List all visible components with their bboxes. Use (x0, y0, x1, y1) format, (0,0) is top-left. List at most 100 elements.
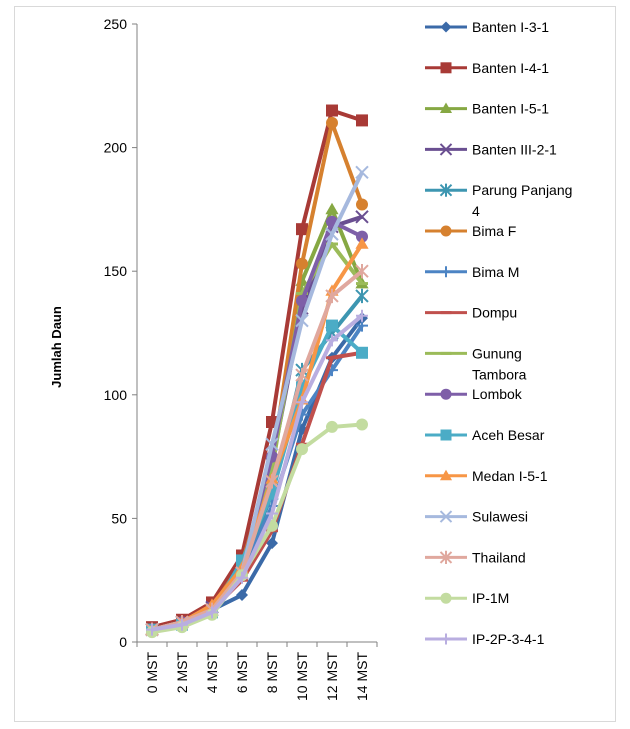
data-point (355, 210, 369, 224)
series-layer (145, 104, 369, 639)
legend-label: Banten III-2-1 (472, 141, 557, 157)
data-point (146, 623, 158, 636)
x-tick-label: 6 MST (234, 652, 250, 694)
legend-item: IP-2P-3-4-1 (425, 631, 545, 647)
series-0 (146, 312, 368, 636)
legend-marker (440, 225, 452, 237)
legend-item: Banten I-5-1 (425, 101, 549, 117)
legend-label: Medan I-5-1 (472, 468, 548, 484)
legend-item: Parung Panjang 4 (425, 182, 572, 219)
data-point (325, 202, 339, 215)
x-tick-label: 10 MST (294, 652, 310, 701)
legend-item: Banten I-4-1 (425, 60, 549, 76)
legend-marker (439, 183, 453, 197)
x-tick-label: 8 MST (264, 652, 280, 694)
data-point (355, 237, 369, 249)
legend-label: Parung Panjang 4 (472, 182, 572, 219)
legend-marker (440, 21, 452, 33)
data-point (295, 367, 309, 383)
data-point (326, 104, 338, 117)
series-6 (146, 319, 368, 636)
data-point (266, 507, 278, 520)
legend-item: Banten I-3-1 (425, 19, 549, 35)
legend-item: Medan I-5-1 (425, 468, 548, 484)
y-tick-label: 100 (104, 387, 128, 403)
legend-label: Dompu (472, 305, 517, 321)
series-line (151, 269, 364, 632)
y-tick-label: 150 (104, 263, 128, 279)
data-point (296, 396, 308, 409)
line-chart: 0 50 100 150 200 250 0 MST 2 MST 4 MST 6 MST 8 MS… (49, 16, 572, 701)
data-point (236, 589, 248, 602)
x-tick-label: 14 MST (354, 652, 370, 701)
data-point (296, 294, 308, 307)
data-point (296, 443, 308, 456)
data-point (265, 474, 279, 489)
legend-label: Banten I-5-1 (472, 101, 549, 117)
legend-marker (439, 469, 453, 481)
legend-marker (440, 633, 452, 645)
legend-item: Dompu (425, 305, 517, 321)
data-point (206, 606, 218, 619)
legend-marker (439, 550, 453, 564)
legend-item: Banten III-2-1 (425, 141, 557, 157)
y-tick-label: 50 (111, 510, 127, 526)
data-point (266, 537, 278, 550)
legend-label: Thailand (472, 549, 526, 565)
data-point (325, 288, 339, 304)
legend-item: Bima F (425, 223, 516, 239)
legend-label: Banten I-4-1 (472, 60, 549, 76)
x-axis: 0 MST 2 MST 4 MST 6 MST 8 MST 10 MST 12 MST 14 … (136, 641, 378, 701)
legend-label: Lombok (472, 386, 523, 402)
series-line (151, 171, 364, 632)
data-point (355, 165, 369, 180)
legend-item: Lombok (425, 386, 523, 402)
legend-item: IP-1M (425, 590, 509, 606)
legend-label: Aceh Besar (472, 427, 545, 443)
series-11 (145, 237, 369, 635)
legend-item: Sulawesi (425, 509, 528, 525)
data-point (265, 437, 279, 451)
legend-marker (440, 62, 452, 74)
legend-item: Aceh Besar (425, 427, 545, 443)
chart-frame: 0 50 100 150 200 250 0 MST 2 MST 4 MST 6 MST 8 MS… (14, 6, 616, 722)
legend-marker (440, 592, 452, 604)
y-axis: 0 50 100 150 200 250 (104, 16, 138, 650)
data-point (176, 618, 188, 631)
y-tick-label: 200 (104, 140, 128, 156)
data-point (325, 227, 339, 241)
legend-item: Gunung Tambora (425, 345, 527, 382)
data-point (326, 319, 338, 332)
series-line (151, 324, 364, 632)
data-point (326, 420, 338, 433)
series-line (151, 314, 364, 632)
x-tick-label: 4 MST (204, 652, 220, 694)
legend-marker (439, 143, 453, 156)
legend-label: IP-2P-3-4-1 (472, 631, 545, 647)
x-tick-label: 0 MST (144, 652, 160, 694)
legend-item: Thailand (425, 549, 526, 565)
data-point (355, 288, 369, 304)
data-point (355, 264, 369, 279)
data-point (356, 418, 368, 431)
data-point (356, 230, 368, 243)
data-point (356, 346, 368, 359)
data-point (326, 334, 338, 347)
legend-label: Banten I-3-1 (472, 19, 549, 35)
x-tick-label: 12 MST (324, 652, 340, 701)
y-tick-label: 250 (104, 16, 128, 32)
legend-marker (439, 510, 453, 523)
legend-marker (439, 102, 453, 113)
legend-marker (440, 388, 452, 400)
x-tick-label: 2 MST (174, 652, 190, 694)
data-point (356, 114, 368, 127)
data-point (296, 223, 308, 236)
legend-item: Bima M (425, 264, 519, 280)
legend-marker (440, 266, 452, 278)
data-point (295, 313, 309, 328)
data-point (356, 309, 368, 322)
legend-label: IP-1M (472, 590, 509, 606)
data-point (236, 571, 248, 584)
data-point (326, 116, 338, 129)
legend: Banten I-3-1 Banten I-4-1 Banten I-5-1 Bant… (425, 19, 572, 647)
